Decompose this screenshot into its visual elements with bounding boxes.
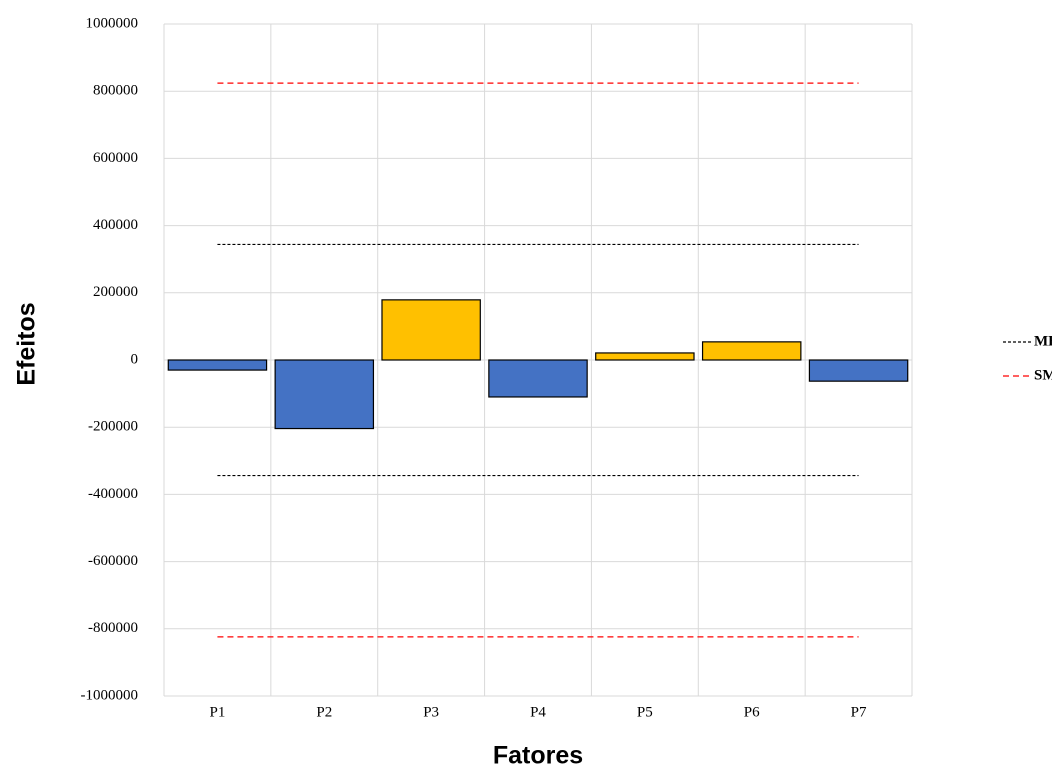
bar <box>488 359 588 398</box>
x-tick-label: P5 <box>637 704 653 720</box>
bar <box>274 359 375 430</box>
y-tick-label: 400000 <box>93 217 138 233</box>
y-tick-label: 200000 <box>93 284 138 300</box>
bar <box>381 299 481 361</box>
x-tick-label: P7 <box>851 704 867 720</box>
bar <box>701 341 802 361</box>
x-axis-title: Fatores <box>493 742 583 770</box>
y-tick-label: -200000 <box>88 419 138 435</box>
x-tick-label: P3 <box>423 704 439 720</box>
x-tick-label: P4 <box>530 704 546 720</box>
y-tick-label: 800000 <box>93 83 138 99</box>
y-tick-label: -600000 <box>88 553 138 569</box>
x-tick-label: P1 <box>210 704 226 720</box>
x-tick-label: P2 <box>316 704 332 720</box>
y-tick-label: 1000000 <box>86 15 139 31</box>
bar <box>595 352 695 361</box>
y-tick-label: -1000000 <box>81 687 139 703</box>
y-tick-label: -400000 <box>88 486 138 502</box>
x-tick-label: P6 <box>744 704 760 720</box>
bar <box>808 359 909 382</box>
y-axis-title: Efeitos <box>13 302 41 385</box>
y-tick-label: 600000 <box>93 150 138 166</box>
y-tick-label: -800000 <box>88 620 138 636</box>
y-tick-label: 0 <box>131 351 139 367</box>
legend-label: ME <box>1034 333 1052 349</box>
bar <box>167 359 268 371</box>
legend-label: SME <box>1034 367 1052 383</box>
